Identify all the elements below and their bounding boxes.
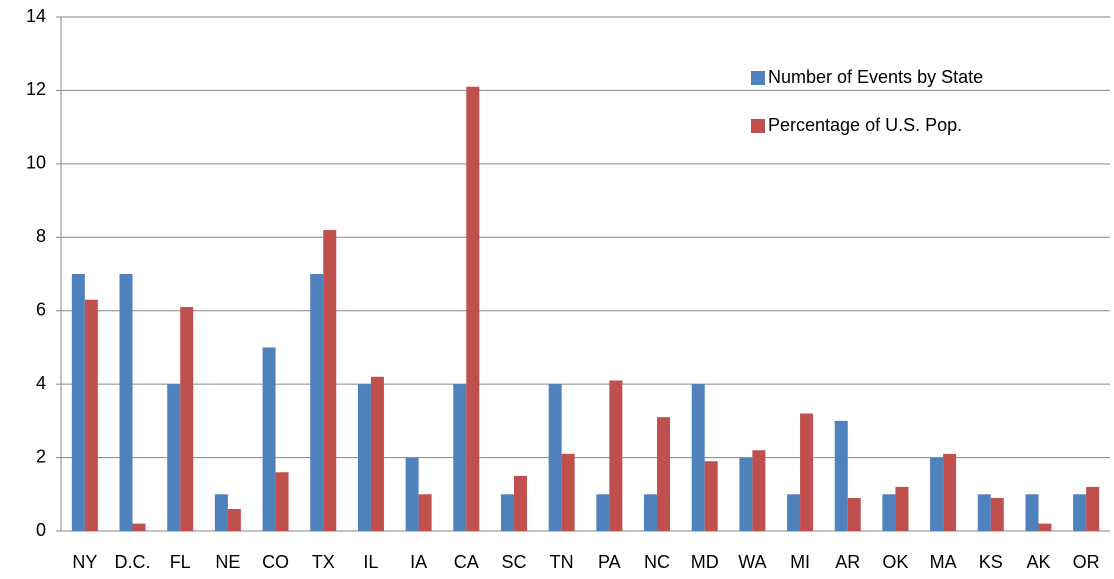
bar: [1038, 523, 1052, 531]
x-tick-label: TN: [550, 552, 574, 572]
bar: [834, 420, 848, 531]
bar: [1086, 486, 1100, 531]
legend-label: Percentage of U.S. Pop.: [768, 115, 962, 135]
bar: [704, 461, 718, 531]
legend-swatch: [751, 71, 765, 85]
x-tick-label: CO: [262, 552, 289, 572]
bar: [132, 523, 146, 531]
bar: [787, 494, 801, 531]
bar: [405, 457, 419, 531]
bar: [214, 494, 228, 531]
bar: [800, 413, 814, 531]
x-tick-label: MI: [790, 552, 810, 572]
y-tick-label: 2: [36, 446, 46, 466]
bar: [990, 497, 1004, 531]
x-tick-label: OR: [1073, 552, 1100, 572]
bar: [930, 457, 944, 531]
legend-label: Number of Events by State: [768, 67, 983, 87]
y-tick-label: 12: [26, 79, 46, 99]
bar: [84, 299, 98, 531]
bar: [561, 453, 575, 531]
bar: [227, 508, 241, 531]
bar: [323, 229, 337, 531]
bar: [275, 472, 289, 531]
bar: [71, 274, 85, 531]
bar: [644, 494, 658, 531]
bar: [262, 347, 276, 531]
bar: [691, 384, 705, 531]
x-tick-label: KS: [979, 552, 1003, 572]
bar: [453, 384, 467, 531]
x-tick-label: CA: [454, 552, 479, 572]
bar: [119, 274, 133, 531]
bar: [977, 494, 991, 531]
x-tick-label: WA: [738, 552, 766, 572]
x-tick-label: MD: [691, 552, 719, 572]
bar: [596, 494, 610, 531]
legend-swatch: [751, 119, 765, 133]
x-tick-label: NE: [215, 552, 240, 572]
bar: [513, 475, 527, 531]
y-tick-label: 0: [36, 520, 46, 540]
x-tick-label: IA: [410, 552, 427, 572]
bar: [943, 453, 957, 531]
bar: [500, 494, 514, 531]
bar: [167, 384, 181, 531]
bar: [466, 86, 480, 531]
x-tick-label: AR: [835, 552, 860, 572]
x-tick-label: IL: [363, 552, 378, 572]
x-tick-label: AK: [1026, 552, 1050, 572]
bar: [357, 384, 371, 531]
bar: [609, 380, 623, 531]
x-tick-label: MA: [930, 552, 957, 572]
y-tick-label: 14: [26, 6, 46, 26]
bar: [1073, 494, 1087, 531]
bar: [370, 376, 384, 531]
x-tick-label: SC: [501, 552, 526, 572]
x-tick-label: NY: [72, 552, 97, 572]
bar: [548, 384, 562, 531]
x-tick-label: OK: [882, 552, 908, 572]
bar: [895, 486, 909, 531]
bar: [882, 494, 896, 531]
bar: [847, 497, 861, 531]
x-tick-label: NC: [644, 552, 670, 572]
y-tick-label: 10: [26, 153, 46, 173]
bar: [657, 417, 671, 531]
bar: [752, 450, 766, 531]
x-tick-label: D.C.: [115, 552, 151, 572]
y-tick-label: 8: [36, 226, 46, 246]
y-tick-label: 6: [36, 299, 46, 319]
x-tick-label: TX: [312, 552, 335, 572]
bar: [180, 307, 194, 531]
x-tick-label: PA: [598, 552, 621, 572]
bar: [1025, 494, 1039, 531]
bar: [739, 457, 753, 531]
bar: [310, 274, 324, 531]
x-tick-label: FL: [170, 552, 191, 572]
y-tick-label: 4: [36, 373, 46, 393]
bar: [418, 494, 432, 531]
